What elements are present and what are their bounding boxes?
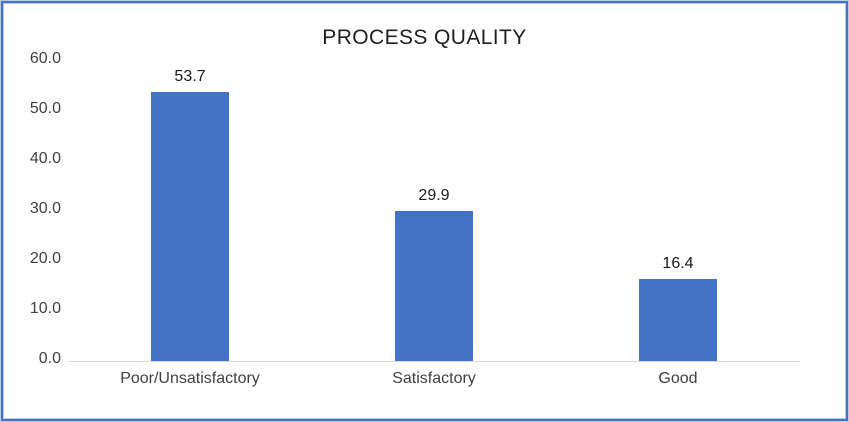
x-axis-line [68, 361, 800, 362]
y-tick-label: 50.0 [29, 100, 61, 117]
y-tick-label: 60.0 [29, 50, 61, 67]
bar-value-label: 16.4 [662, 255, 694, 272]
x-category-label: Poor/Unsatisfactory [120, 370, 260, 387]
bar [395, 211, 473, 361]
y-tick-label: 40.0 [29, 150, 61, 167]
x-category-label: Good [658, 370, 698, 387]
x-category-label: Satisfactory [392, 370, 476, 387]
bar-value-label: 53.7 [174, 68, 206, 85]
chart-title: PROCESS QUALITY [322, 26, 527, 49]
bar [639, 279, 717, 361]
bar [151, 92, 229, 361]
bar-value-label: 29.9 [418, 187, 450, 204]
y-tick-label: 10.0 [29, 300, 61, 317]
y-tick-label: 30.0 [29, 200, 61, 217]
y-tick-label: 0.0 [38, 350, 61, 367]
y-tick-label: 20.0 [29, 250, 61, 267]
